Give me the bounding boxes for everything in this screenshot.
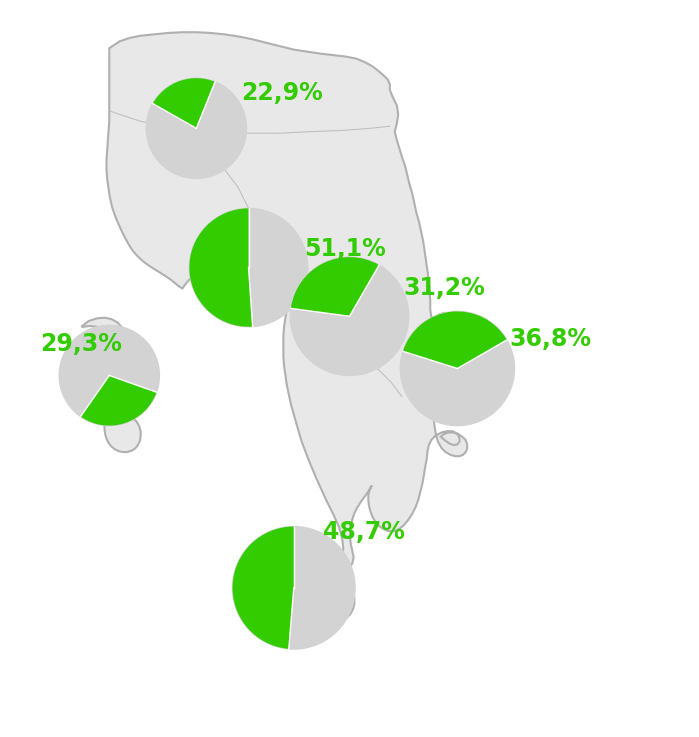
Circle shape xyxy=(146,78,247,178)
Text: 31,2%: 31,2% xyxy=(404,276,486,301)
Wedge shape xyxy=(80,375,157,425)
Wedge shape xyxy=(189,209,252,326)
Circle shape xyxy=(59,325,159,425)
Text: 22,9%: 22,9% xyxy=(242,82,324,105)
Text: 51,1%: 51,1% xyxy=(304,237,386,261)
Polygon shape xyxy=(106,32,467,568)
Text: 48,7%: 48,7% xyxy=(323,520,405,544)
Wedge shape xyxy=(152,78,215,128)
Circle shape xyxy=(401,312,514,425)
Circle shape xyxy=(290,257,409,375)
Wedge shape xyxy=(403,312,507,368)
Circle shape xyxy=(233,526,355,649)
Text: 36,8%: 36,8% xyxy=(510,326,591,351)
Polygon shape xyxy=(255,565,354,626)
Wedge shape xyxy=(291,257,379,316)
Text: 29,3%: 29,3% xyxy=(40,332,122,356)
Wedge shape xyxy=(233,526,294,649)
Polygon shape xyxy=(82,318,140,452)
Circle shape xyxy=(189,209,308,326)
